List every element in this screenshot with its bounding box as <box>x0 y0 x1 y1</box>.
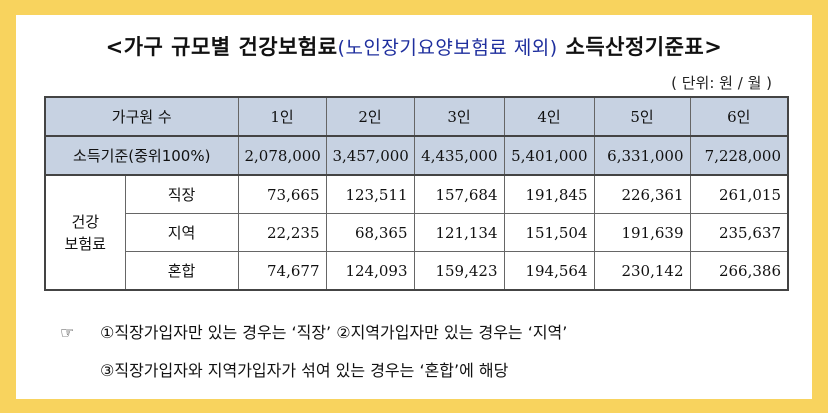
table-cell: 74,677 <box>237 251 327 291</box>
table-cell: 121,134 <box>413 213 505 252</box>
header-household-size: 가구원 수 <box>44 96 239 137</box>
premium-table: 가구원 수 1인 2인 3인 4인 5인 6인 소득기준(중위100%) 2,0… <box>44 96 789 291</box>
table-row: 지역 22,235 68,365 121,134 151,504 191,639… <box>45 213 789 252</box>
unit-label: ( 단위: 원 / 월 ) <box>671 74 772 92</box>
table-cell: 230,142 <box>593 251 691 291</box>
table-cell: 22,235 <box>237 213 327 252</box>
header-col: 5인 <box>593 96 691 137</box>
table-cell: 157,684 <box>413 174 505 214</box>
table-cell: 73,665 <box>237 174 327 214</box>
header-col: 2인 <box>325 96 415 137</box>
table-row: 건강 보험료 직장 73,665 123,511 157,684 191,845… <box>44 174 789 291</box>
table-cell: 159,423 <box>413 251 505 291</box>
notes: ☞ ①직장가입자만 있는 경우는 ‘직장’ ②지역가입자만 있는 경우는 ‘지역’… <box>60 319 567 395</box>
header-col: 3인 <box>413 96 505 137</box>
table-cell: 235,637 <box>689 213 789 252</box>
row-label: 직장 <box>124 174 239 214</box>
note-line-1: ☞ ①직장가입자만 있는 경우는 ‘직장’ ②지역가입자만 있는 경우는 ‘지역’ <box>60 319 567 357</box>
table-cell: 6,331,000 <box>593 135 691 176</box>
table-cell: 124,093 <box>325 251 415 291</box>
table-cell: 7,228,000 <box>689 135 789 176</box>
table-cell: 2,078,000 <box>237 135 327 176</box>
header-col: 6인 <box>689 96 789 137</box>
table-cell: 194,564 <box>503 251 595 291</box>
table-cell: 266,386 <box>689 251 789 291</box>
title-suffix: 소득산정기준표> <box>557 35 723 59</box>
table-cell: 226,361 <box>593 174 691 214</box>
document-card: <가구 규모별 건강보험료(노인장기요양보험료 제외) 소득산정기준표> ( 단… <box>16 15 812 399</box>
pointing-hand-icon: ☞ <box>60 323 75 342</box>
table-cell: 151,504 <box>503 213 595 252</box>
table-cell: 123,511 <box>325 174 415 214</box>
standard-row: 소득기준(중위100%) 2,078,000 3,457,000 4,435,0… <box>44 135 789 176</box>
table-row: 혼합 74,677 124,093 159,423 194,564 230,14… <box>45 251 789 291</box>
title-prefix: <가구 규모별 건강보험료 <box>105 35 338 59</box>
group-label-line1: 건강 <box>71 212 100 231</box>
row-label: 지역 <box>124 213 239 252</box>
note-text-1: ①직장가입자만 있는 경우는 ‘직장’ ②지역가입자만 있는 경우는 ‘지역’ <box>100 323 568 342</box>
table-cell: 5,401,000 <box>503 135 595 176</box>
table-cell: 191,845 <box>503 174 595 214</box>
page-title: <가구 규모별 건강보험료(노인장기요양보험료 제외) 소득산정기준표> <box>16 31 812 61</box>
table-cell: 4,435,000 <box>413 135 505 176</box>
table-cell: 3,457,000 <box>325 135 415 176</box>
title-highlight: (노인장기요양보험료 제외) <box>337 37 558 59</box>
header-col: 4인 <box>503 96 595 137</box>
header-row: 가구원 수 1인 2인 3인 4인 5인 6인 <box>44 96 789 137</box>
table-cell: 191,639 <box>593 213 691 252</box>
group-label-line2: 보험료 <box>64 234 106 253</box>
header-col: 1인 <box>237 96 327 137</box>
group-label: 건강 보험료 <box>44 174 126 291</box>
standard-label: 소득기준(중위100%) <box>44 135 239 176</box>
note-text-2: ③직장가입자와 지역가입자가 섞여 있는 경우는 ‘혼합’에 해당 <box>100 361 509 380</box>
row-label: 혼합 <box>124 251 239 291</box>
table-cell: 68,365 <box>325 213 415 252</box>
note-line-2: ③직장가입자와 지역가입자가 섞여 있는 경우는 ‘혼합’에 해당 <box>60 357 567 395</box>
table-cell: 261,015 <box>689 174 789 214</box>
